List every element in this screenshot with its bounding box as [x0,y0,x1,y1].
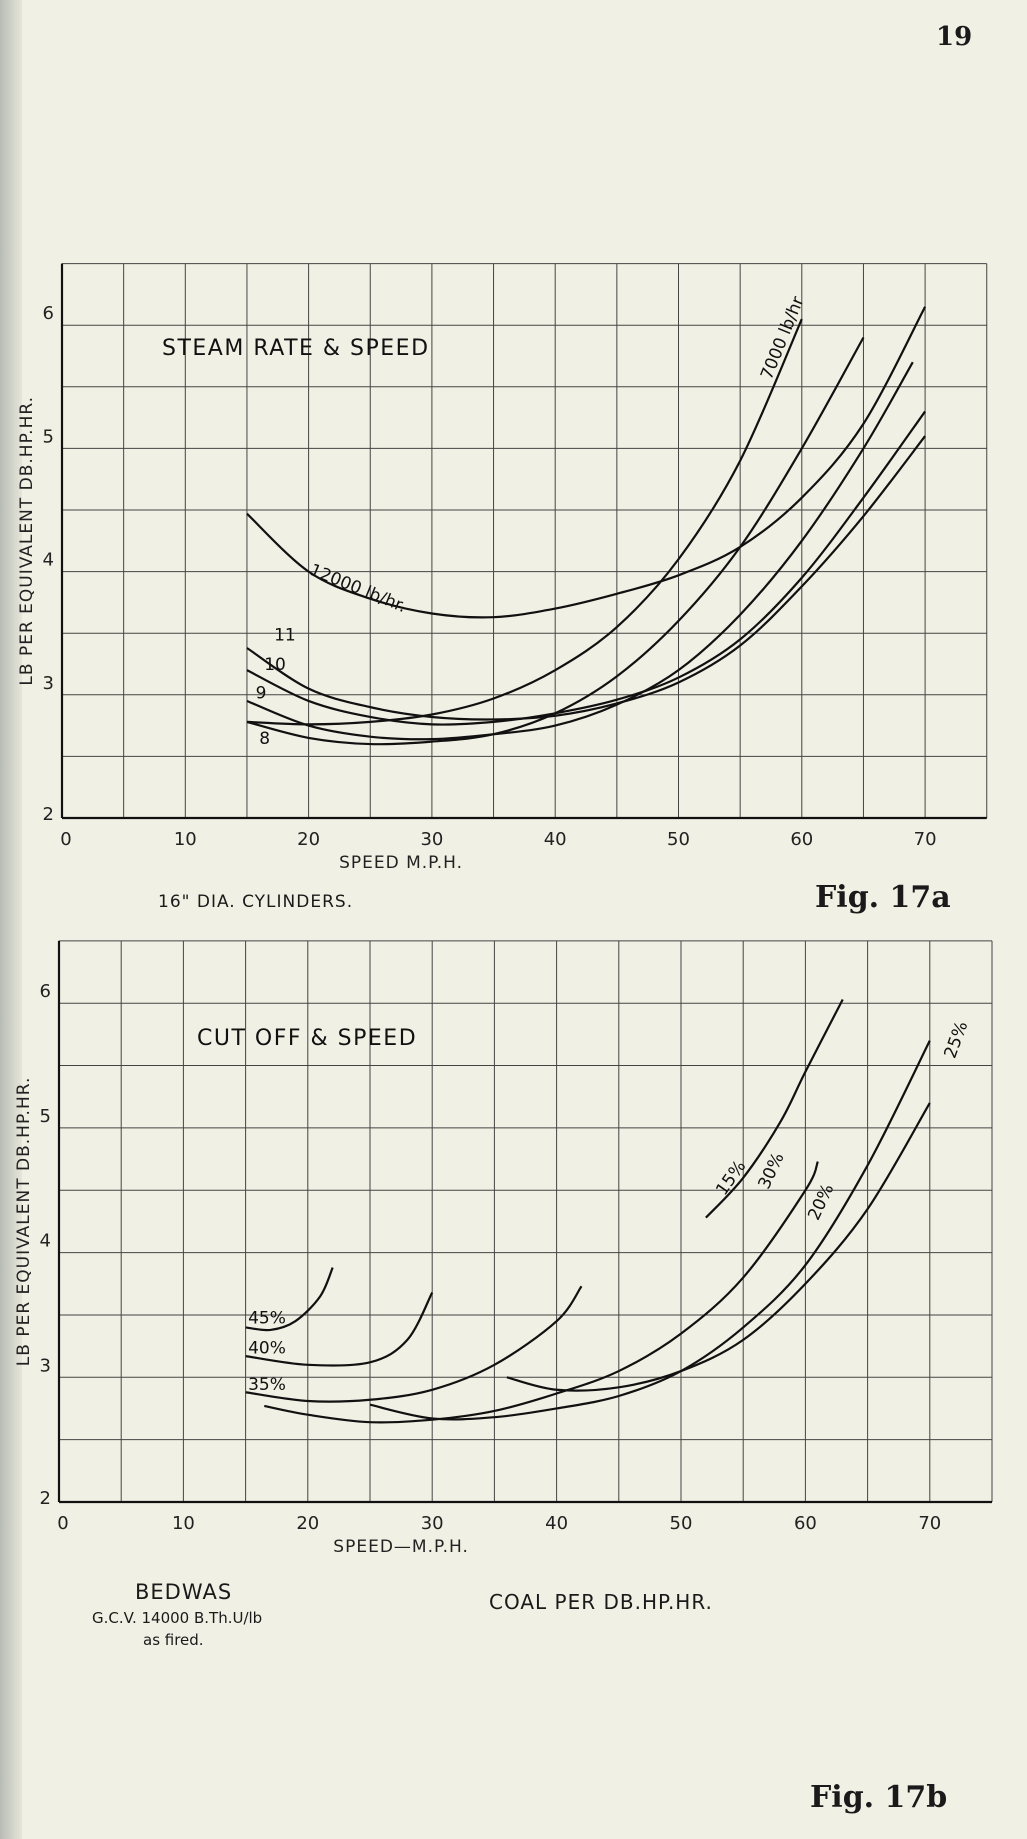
figure-label-17b: Fig. 17b [810,1780,948,1815]
y-tick-label: 6 [40,981,51,1002]
curve-label: 11 [274,626,296,646]
x-tick-label: 60 [790,829,813,850]
curve-8 [246,336,865,746]
y-tick-label: 5 [40,1106,51,1127]
chart-title: CUT OFF & SPEED [197,1026,417,1051]
page-edge-shadow [0,0,22,1839]
y-tick-label: 2 [40,1488,51,1509]
x-tick-label: 10 [172,1513,195,1534]
x-tick-label: 20 [297,829,320,850]
page-number: 19 [936,22,973,52]
cylinders-caption: 16" DIA. CYLINDERS. [158,892,354,912]
y-tick-label: 6 [43,303,54,324]
y-tick-label: 3 [43,673,54,694]
x-tick-label: 10 [174,829,197,850]
curve-label: 10 [264,655,286,675]
curve-label: 12000 lb/hr. [307,560,409,617]
curve-7000-lb-hr [246,318,803,726]
y-tick-label: 2 [43,804,54,825]
curve-label: 9 [256,683,267,703]
curve-15- [705,998,844,1219]
curve-30- [264,1161,819,1424]
curve-label: 15% [712,1157,750,1199]
x-tick-label: 30 [420,829,443,850]
x-tick-label: 50 [667,829,690,850]
coal-caption: COAL PER DB.HP.HR. [489,1590,713,1614]
x-tick-label: 40 [544,829,567,850]
curve-label: 35% [248,1375,286,1395]
fuel-state: as fired. [143,1631,204,1649]
curve-25- [506,1102,931,1392]
x-tick-label: 60 [794,1513,817,1534]
chart-1: 0 10 20 30 40 50 60 70 2 3 4 5 6 SPEED M.P.H. LB PER E… [17,263,988,873]
chart-title: STEAM RATE & SPEED [162,336,430,361]
x-axis-label: SPEED M.P.H. [339,853,463,873]
curve-label: 7000 lb/hr [757,294,808,383]
curve-label: 40% [248,1339,286,1359]
curve-11 [246,435,926,721]
curve-label: 20% [804,1181,838,1224]
curve-45- [245,1267,334,1332]
curve-label: 25% [941,1019,973,1061]
x-tick-label: 20 [296,1513,319,1534]
x-tick-label: 70 [914,829,937,850]
x-tick-label: 50 [670,1513,693,1534]
curve-10 [246,410,926,726]
y-axis-label: LB PER EQUIVALENT DB.HP.HR. [17,396,37,686]
y-axis-label: LB PER EQUIVALENT DB.HP.HR. [14,1077,34,1367]
y-tick-label: 3 [40,1355,51,1376]
curve-20- [369,1040,931,1421]
curve-label: 45% [248,1309,286,1329]
x-tick-label: 0 [57,1513,68,1534]
x-tick-label: 30 [421,1513,444,1534]
fuel-gcv: G.C.V. 14000 B.Th.U/lb [92,1609,263,1627]
curve-12000-lb-hr- [246,306,927,619]
chart-2: 0 10 20 30 40 50 60 70 2 3 4 5 6 SPEED—M.P.H. LB PER E… [14,940,993,1557]
y-tick-label: 4 [40,1231,51,1252]
x-tick-label: 70 [918,1513,941,1534]
curve-9 [246,361,914,741]
y-tick-label: 5 [43,426,54,447]
y-tick-label: 4 [43,550,54,571]
x-tick-label: 40 [545,1513,568,1534]
fuel-name: BEDWAS [135,1580,233,1604]
x-tick-label: 0 [60,829,71,850]
curve-label: 8 [259,729,270,749]
x-axis-label: SPEED—M.P.H. [333,1537,469,1557]
curve-35- [245,1285,583,1403]
curve-40- [245,1291,434,1367]
figure-label-17a: Fig. 17a [815,880,951,915]
